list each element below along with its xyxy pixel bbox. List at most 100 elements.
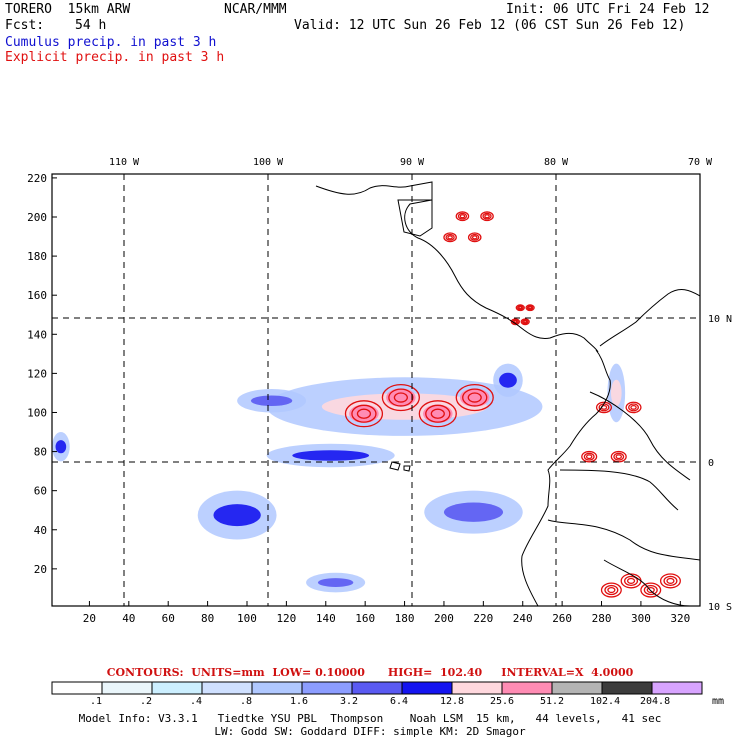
explicit-contour-peru-cells (626, 577, 636, 584)
explicit-contour-gulf-cells (455, 383, 494, 412)
inland-border-2 (559, 469, 679, 511)
x-tick-label: 100 (237, 612, 257, 625)
explicit-fill-gulf-cells (459, 388, 490, 407)
explicit-contour-gulf-cells (381, 383, 420, 412)
precip-map: 20 40 60 80 100 120 140 160 180 200 220 240 260 280 30… (27, 157, 732, 625)
cumulus-core-west-box (55, 440, 67, 454)
x-tick-label: 140 (316, 612, 336, 625)
colorbar-level-label: 3.2 (340, 696, 359, 707)
y-tick-label: 20 (34, 563, 47, 576)
colorbar-level-label: 25.6 (490, 696, 515, 707)
colorbar-swatch (601, 681, 653, 695)
colorbar-level-label: 1.6 (290, 696, 309, 707)
explicit-contour-gulf-cells (418, 400, 457, 428)
explicit-contour-mexico-cells (470, 233, 480, 241)
explicit-contour-costa-rica-cells (528, 306, 533, 310)
explicit-contour-costa-rica-cells (523, 320, 528, 324)
lon-label: 70 W (688, 157, 713, 168)
x-tick-label: 280 (592, 612, 612, 625)
colorbar-swatch (551, 681, 603, 695)
contour-low: LOW= 0.10000 (272, 666, 365, 679)
explicit-contour-peru-cells (607, 586, 616, 594)
y-tick-label: 160 (27, 289, 47, 302)
explicit-contour-gulf-cells (467, 392, 482, 403)
colorbar-level-label: .2 (140, 696, 153, 707)
x-tick-label: 120 (276, 612, 296, 625)
explicit-contour-mexico-cells (447, 235, 453, 240)
explicit-contour-gulf-cells (430, 408, 445, 419)
cumulus-core-south-east-band (443, 502, 504, 522)
x-tick-label: 20 (83, 612, 96, 625)
coast-yucatan (397, 199, 433, 237)
lat-label: 10 N (708, 314, 732, 325)
explicit-contour-peru-cells (604, 584, 619, 596)
model-info-line2: LW: Godd SW: Goddard DIFF: simple KM: 2D… (214, 725, 526, 738)
latlon-grid (52, 174, 700, 606)
explicit-contour-gulf-cells (356, 408, 372, 419)
colorbar-swatch (151, 681, 203, 695)
contour-info: CONTOURS: UNITS=mm LOW= 0.10000 HIGH= 10… (0, 666, 740, 679)
lat-label: 0 (708, 458, 714, 469)
explicit-contour-gulf-cells (344, 400, 384, 428)
colorbar-level-label: .8 (240, 696, 253, 707)
explicit-contour-mexico-cells (484, 214, 490, 219)
explicit-legend: Explicit precip. in past 3 h (5, 50, 225, 65)
explicit-contour-mexico-cells (445, 233, 455, 241)
x-tick-label: 40 (122, 612, 135, 625)
explicit-contour-costa-rica-cells (526, 305, 534, 311)
cumulus-core-gulf-panama (499, 372, 517, 388)
colorbar-swatch (251, 681, 303, 695)
explicit-contour-costa-rica-cells (520, 318, 530, 326)
valid-time: Valid: 12 UTC Sun 26 Feb 12 (06 CST Sun … (294, 18, 686, 33)
cumulus-core-equator-band (292, 450, 370, 461)
explicit-contour-peru-cells (659, 573, 681, 589)
explicit-contour-peru-cells (640, 582, 662, 598)
y-tick-label: 140 (27, 328, 47, 341)
y-tick-label: 40 (34, 524, 47, 537)
cumulus-core-south-lower (317, 578, 354, 587)
contour-units: UNITS=mm (191, 666, 265, 679)
model-info-line1: Model Info: V3.3.1 Tiedtke YSU PBL Thomp… (78, 712, 662, 725)
x-tick-label: 60 (162, 612, 175, 625)
explicit-contour-colombia-cells (595, 401, 613, 414)
explicit-contour-gulf-cells (393, 392, 408, 403)
lon-label: 80 W (544, 157, 569, 168)
explicit-contour-mexico-cells (459, 214, 466, 219)
explicit-contour-mexico-cells (467, 232, 482, 243)
x-tick-label: 320 (670, 612, 690, 625)
contour-label: CONTOURS: (106, 666, 184, 679)
inland-border-4 (603, 559, 691, 606)
cumulus-legend: Cumulus precip. in past 3 h (5, 35, 217, 50)
lon-label: 100 W (253, 157, 284, 168)
colorbar-swatch (201, 681, 253, 695)
colorbar-level-label: 51.2 (540, 696, 565, 707)
init-time: Init: 06 UTC Fri 24 Feb 12 (506, 2, 710, 17)
explicit-contour-peru-cells (624, 575, 639, 587)
explicit-fill-gulf-cells (349, 404, 379, 423)
colorbar-swatch (401, 681, 453, 695)
explicit-contour-costa-rica-cells (513, 320, 518, 324)
explicit-contour-mexico-cells (482, 212, 492, 220)
explicit-contour-costa-rica-cells (515, 304, 525, 312)
explicit-contour-peru-cells (663, 575, 678, 587)
explicit-contour-colombia-cells (630, 404, 637, 410)
colorbar-units: mm (712, 696, 725, 707)
y-tick-label: 200 (27, 211, 47, 224)
x-tick-label: 300 (631, 612, 651, 625)
explicit-contour-colombia-cells (625, 401, 642, 414)
explicit-contour-peru-cells (666, 577, 675, 584)
explicit-contour-gulf-cells (388, 388, 414, 407)
explicit-contour-gulf-cells (462, 388, 488, 407)
model-name: TORERO 15km ARW (5, 2, 131, 17)
explicit-contour-costa-rica-cells (521, 319, 529, 325)
inland-border-3 (547, 519, 700, 561)
coast-mexico (315, 181, 599, 353)
x-tick-label: 80 (201, 612, 214, 625)
colorbar-swatch (101, 681, 153, 695)
colorbar-level-label: 204.8 (640, 696, 671, 707)
contour-interval: INTERVAL=X 4.0000 (501, 666, 634, 679)
x-tick-label: 240 (513, 612, 533, 625)
fcst-value: 54 h (75, 18, 107, 33)
explicit-contour-peru-cells (600, 582, 622, 598)
x-tick-label: 160 (355, 612, 375, 625)
